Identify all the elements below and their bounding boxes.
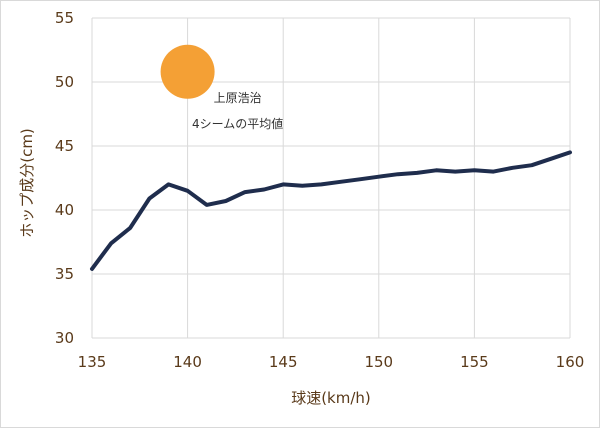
highlight-layer: 上原浩治 4シームの平均値 (160, 44, 283, 131)
x-tick-label: 155 (460, 353, 489, 371)
tick-labels: 135 140 145 150 155 160 30 35 40 45 50 55 (55, 9, 584, 371)
highlight-label: 4シームの平均値 (192, 116, 283, 131)
y-tick-label: 45 (55, 137, 74, 155)
x-tick-label: 160 (556, 353, 585, 371)
y-tick-label: 40 (55, 201, 74, 219)
y-axis-title: ホップ成分(cm) (18, 128, 36, 238)
highlight-point (160, 44, 215, 99)
x-tick-label: 145 (269, 353, 298, 371)
highlight-label: 上原浩治 (214, 91, 262, 105)
x-tick-label: 135 (78, 353, 107, 371)
y-tick-label: 30 (55, 329, 74, 347)
y-tick-label: 55 (55, 9, 74, 27)
x-axis-title: 球速(km/h) (291, 389, 371, 407)
x-tick-label: 150 (364, 353, 393, 371)
y-tick-label: 50 (55, 73, 74, 91)
series-layer (90, 150, 572, 271)
y-tick-label: 35 (55, 265, 74, 283)
x-tick-label: 140 (173, 353, 202, 371)
series-line (90, 150, 572, 271)
